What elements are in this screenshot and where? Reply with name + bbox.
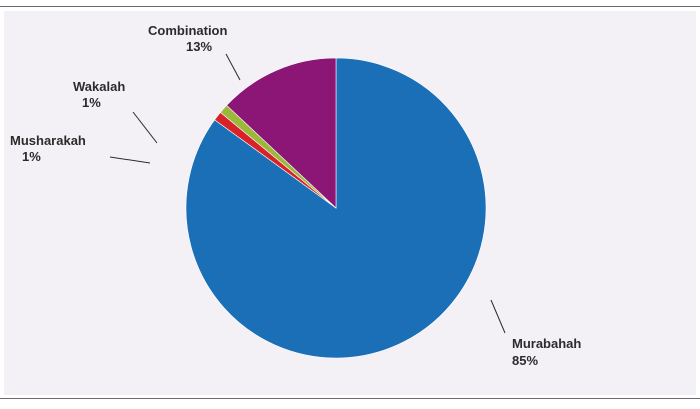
slice-label-combination: Combination [148, 23, 227, 38]
bottom-rule [0, 398, 700, 399]
pie-slice-combination [226, 57, 337, 209]
top-rule [0, 6, 700, 7]
leader-combination [225, 53, 241, 81]
slice-label-murabahah: Murabahah [512, 336, 581, 351]
leader-musharakah [109, 156, 151, 164]
pie-slices [185, 57, 487, 359]
leader-lines [109, 53, 506, 334]
slice-label-wakalah: Wakalah [73, 79, 125, 94]
slice-value-combination: 13% [186, 39, 212, 54]
slice-value-wakalah: 1% [82, 95, 101, 110]
slice-label-musharakah: Musharakah [10, 133, 86, 148]
leader-wakalah [132, 111, 158, 144]
slice-value-musharakah: 1% [22, 149, 41, 164]
slice-value-murabahah: 85% [512, 353, 538, 368]
leader-murabahah [490, 299, 506, 334]
